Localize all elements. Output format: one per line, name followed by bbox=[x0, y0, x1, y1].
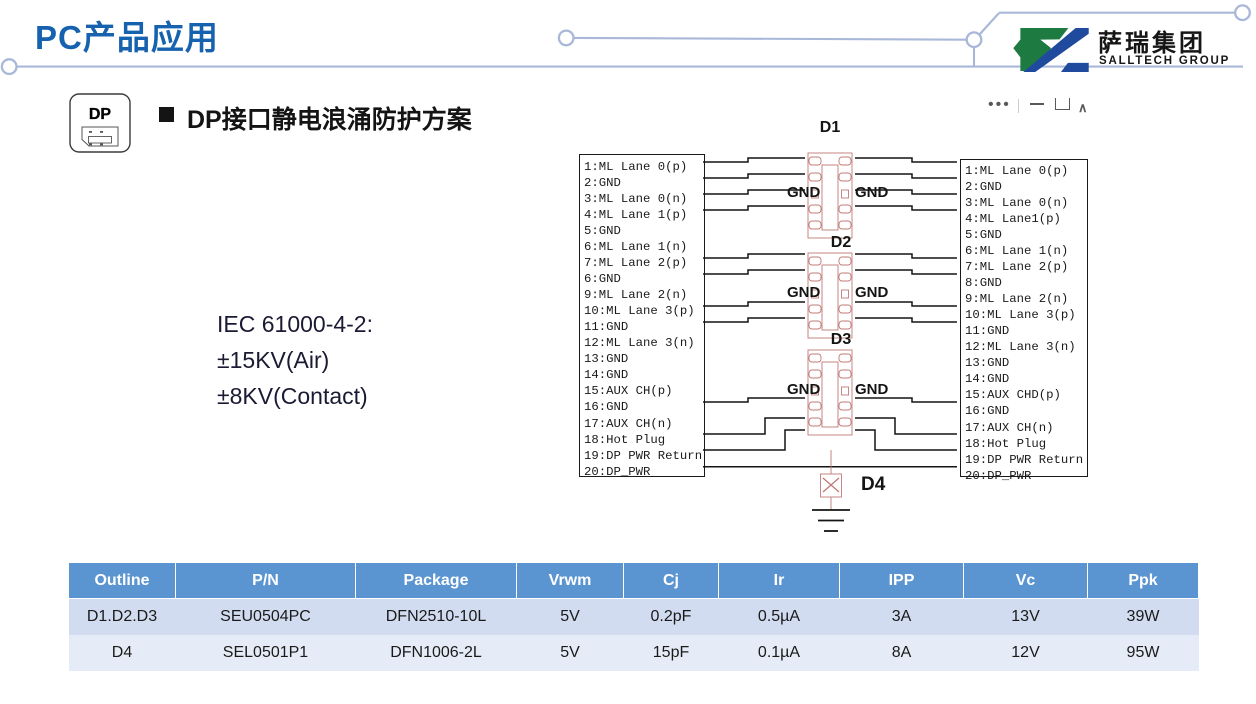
svg-text:GND: GND bbox=[787, 184, 821, 201]
svg-text:D2: D2 bbox=[831, 234, 852, 251]
svg-text:GND: GND bbox=[855, 381, 889, 398]
svg-text:GND: GND bbox=[855, 184, 889, 201]
svg-text:D4: D4 bbox=[861, 474, 886, 495]
svg-text:GND: GND bbox=[787, 381, 821, 398]
svg-text:D1: D1 bbox=[820, 119, 841, 136]
svg-text:GND: GND bbox=[787, 284, 821, 301]
svg-text:D3: D3 bbox=[831, 331, 852, 348]
svg-text:GND: GND bbox=[855, 284, 889, 301]
